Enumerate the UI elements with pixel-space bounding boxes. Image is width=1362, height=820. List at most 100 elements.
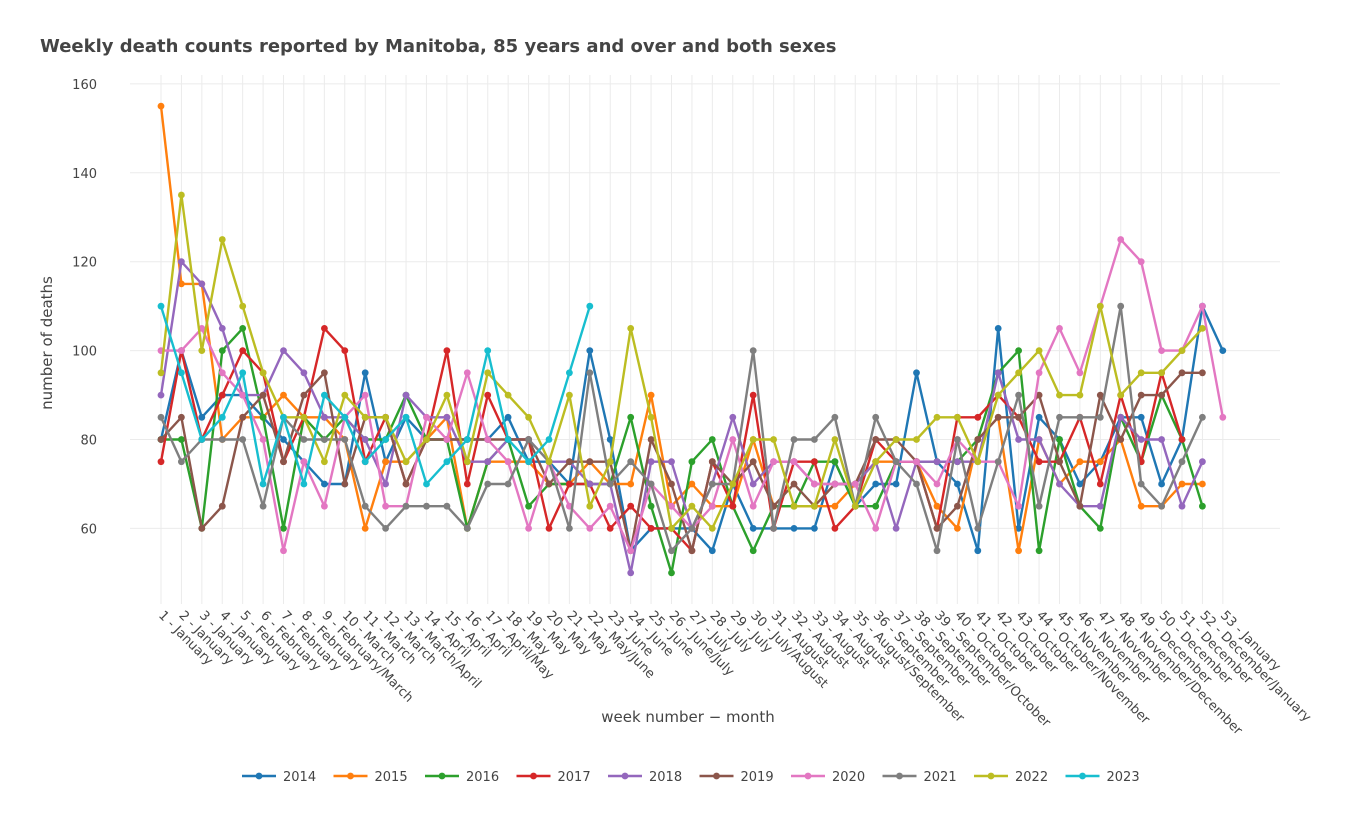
data-point[interactable] (463, 436, 471, 443)
data-point[interactable] (831, 436, 839, 443)
data-point[interactable] (1158, 480, 1165, 488)
data-point[interactable] (647, 458, 655, 466)
legend-item-2022[interactable]: 2022 (974, 770, 1048, 785)
data-point[interactable] (178, 191, 185, 199)
data-point[interactable] (484, 458, 492, 466)
data-point[interactable] (1096, 413, 1104, 421)
data-point[interactable] (239, 325, 247, 332)
data-point[interactable] (831, 480, 839, 488)
data-point[interactable] (892, 436, 900, 443)
data-point[interactable] (504, 391, 512, 399)
data-point[interactable] (586, 480, 594, 488)
data-point[interactable] (198, 413, 206, 421)
data-point[interactable] (484, 347, 492, 354)
data-point[interactable] (218, 347, 226, 354)
data-point[interactable] (688, 525, 696, 532)
data-point[interactable] (382, 436, 389, 443)
data-point[interactable] (749, 436, 757, 443)
data-point[interactable] (933, 458, 941, 466)
data-point[interactable] (974, 413, 982, 421)
data-point[interactable] (382, 458, 389, 466)
data-point[interactable] (994, 413, 1002, 421)
data-point[interactable] (1056, 391, 1063, 399)
data-point[interactable] (606, 502, 614, 510)
data-point[interactable] (647, 480, 655, 488)
data-point[interactable] (525, 458, 532, 466)
data-point[interactable] (994, 458, 1002, 466)
data-point[interactable] (280, 391, 287, 399)
data-point[interactable] (218, 391, 226, 399)
data-point[interactable] (1015, 525, 1022, 532)
data-point[interactable] (954, 480, 961, 488)
data-point[interactable] (218, 325, 226, 332)
data-point[interactable] (708, 480, 716, 488)
data-point[interactable] (1137, 480, 1145, 488)
data-point[interactable] (1137, 258, 1145, 266)
data-point[interactable] (1035, 369, 1043, 377)
data-point[interactable] (321, 413, 328, 421)
data-point[interactable] (1158, 436, 1165, 443)
data-point[interactable] (178, 280, 185, 288)
data-point[interactable] (280, 347, 287, 354)
data-point[interactable] (321, 369, 328, 377)
series-2022[interactable] (157, 191, 1206, 532)
data-point[interactable] (913, 480, 920, 488)
data-point[interactable] (974, 525, 982, 532)
data-point[interactable] (1117, 391, 1125, 399)
data-point[interactable] (749, 547, 757, 555)
data-point[interactable] (586, 347, 594, 354)
data-point[interactable] (280, 413, 287, 421)
data-point[interactable] (770, 458, 777, 466)
data-point[interactable] (606, 458, 614, 466)
data-point[interactable] (1076, 458, 1084, 466)
data-point[interactable] (749, 525, 757, 532)
data-point[interactable] (463, 458, 471, 466)
data-point[interactable] (1219, 413, 1227, 421)
data-point[interactable] (1035, 502, 1043, 510)
data-point[interactable] (1158, 369, 1165, 377)
data-point[interactable] (872, 480, 880, 488)
data-point[interactable] (1035, 458, 1043, 466)
data-point[interactable] (811, 436, 818, 443)
legend-item-2016[interactable]: 2016 (425, 770, 499, 785)
data-point[interactable] (668, 502, 675, 510)
data-point[interactable] (280, 525, 287, 532)
data-point[interactable] (1015, 347, 1022, 354)
data-point[interactable] (341, 436, 349, 443)
data-point[interactable] (1199, 413, 1206, 421)
data-point[interactable] (1178, 458, 1186, 466)
data-point[interactable] (668, 547, 675, 555)
data-point[interactable] (1117, 236, 1125, 243)
data-point[interactable] (606, 525, 614, 532)
data-point[interactable] (239, 347, 247, 354)
data-point[interactable] (259, 413, 267, 421)
data-point[interactable] (913, 369, 920, 377)
data-point[interactable] (872, 458, 880, 466)
data-point[interactable] (361, 369, 369, 377)
data-point[interactable] (647, 436, 655, 443)
data-point[interactable] (954, 413, 961, 421)
legend-item-2019[interactable]: 2019 (699, 770, 774, 785)
data-point[interactable] (974, 547, 982, 555)
legend-item-2023[interactable]: 2023 (1065, 770, 1140, 785)
data-point[interactable] (300, 369, 308, 377)
data-point[interactable] (1219, 347, 1227, 354)
data-point[interactable] (1015, 413, 1022, 421)
data-point[interactable] (321, 480, 328, 488)
data-point[interactable] (1158, 502, 1165, 510)
data-point[interactable] (157, 391, 165, 399)
data-point[interactable] (218, 413, 226, 421)
data-point[interactable] (545, 525, 553, 532)
data-point[interactable] (749, 458, 757, 466)
data-point[interactable] (811, 480, 818, 488)
data-point[interactable] (1199, 369, 1206, 377)
data-point[interactable] (933, 525, 941, 532)
data-point[interactable] (178, 369, 185, 377)
data-point[interactable] (239, 391, 247, 399)
data-point[interactable] (300, 391, 308, 399)
data-point[interactable] (300, 436, 308, 443)
data-point[interactable] (545, 480, 553, 488)
data-point[interactable] (402, 502, 410, 510)
data-point[interactable] (1076, 413, 1084, 421)
data-point[interactable] (341, 413, 349, 421)
